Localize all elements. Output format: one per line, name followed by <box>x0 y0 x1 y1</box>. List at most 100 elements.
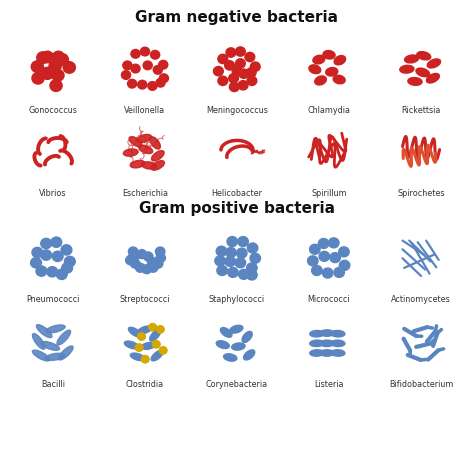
Circle shape <box>143 61 152 70</box>
Circle shape <box>149 324 156 331</box>
Text: Corynebacteria: Corynebacteria <box>206 380 268 389</box>
Circle shape <box>41 67 54 79</box>
Ellipse shape <box>129 137 142 146</box>
Circle shape <box>319 251 329 261</box>
Ellipse shape <box>151 350 163 361</box>
Circle shape <box>228 267 238 277</box>
Ellipse shape <box>57 330 71 345</box>
Circle shape <box>159 60 168 69</box>
Circle shape <box>52 251 63 262</box>
Circle shape <box>140 47 149 56</box>
Circle shape <box>130 251 140 260</box>
Circle shape <box>36 52 49 64</box>
Ellipse shape <box>150 137 160 149</box>
Circle shape <box>334 267 345 277</box>
Ellipse shape <box>138 326 152 334</box>
Ellipse shape <box>128 327 141 337</box>
Circle shape <box>250 62 260 71</box>
Circle shape <box>159 346 167 354</box>
Circle shape <box>245 52 255 62</box>
Circle shape <box>31 258 41 268</box>
Ellipse shape <box>123 149 138 156</box>
Text: Spirochetes: Spirochetes <box>397 189 445 198</box>
Ellipse shape <box>230 325 243 333</box>
Ellipse shape <box>331 340 345 346</box>
Circle shape <box>328 238 339 248</box>
Ellipse shape <box>320 350 334 356</box>
Circle shape <box>52 51 64 63</box>
Ellipse shape <box>152 151 164 161</box>
Circle shape <box>47 266 58 277</box>
Text: Gram negative bacteria: Gram negative bacteria <box>136 10 338 25</box>
Circle shape <box>121 71 131 79</box>
Circle shape <box>137 333 146 340</box>
Text: Helicobacter: Helicobacter <box>211 189 263 198</box>
Ellipse shape <box>323 51 335 59</box>
Circle shape <box>36 266 47 276</box>
Circle shape <box>153 65 163 74</box>
Circle shape <box>226 247 236 257</box>
Circle shape <box>137 80 147 89</box>
Circle shape <box>41 68 54 79</box>
Text: Staphylococci: Staphylococci <box>209 295 265 304</box>
Ellipse shape <box>36 325 52 337</box>
Ellipse shape <box>400 65 414 73</box>
Text: Gonococcus: Gonococcus <box>28 106 77 115</box>
Circle shape <box>246 68 256 77</box>
Circle shape <box>56 54 68 65</box>
Ellipse shape <box>331 350 345 356</box>
Text: Actinomycetes: Actinomycetes <box>391 295 451 304</box>
Ellipse shape <box>138 145 153 154</box>
Ellipse shape <box>137 135 152 143</box>
Circle shape <box>137 250 146 259</box>
Ellipse shape <box>220 328 232 337</box>
Circle shape <box>235 258 246 268</box>
Text: Listeria: Listeria <box>314 380 344 389</box>
Ellipse shape <box>130 353 145 361</box>
Circle shape <box>322 268 333 278</box>
Circle shape <box>51 237 62 247</box>
Ellipse shape <box>58 346 73 360</box>
Circle shape <box>156 253 165 262</box>
Circle shape <box>148 82 157 90</box>
Circle shape <box>56 269 67 280</box>
Circle shape <box>229 73 238 83</box>
Circle shape <box>52 70 64 81</box>
Ellipse shape <box>416 68 429 77</box>
Circle shape <box>236 59 245 68</box>
Circle shape <box>238 269 249 279</box>
Ellipse shape <box>216 341 229 348</box>
Text: Clostridia: Clostridia <box>126 380 164 389</box>
Circle shape <box>156 326 164 333</box>
Circle shape <box>148 263 158 272</box>
Ellipse shape <box>151 161 164 170</box>
Text: Streptococci: Streptococci <box>120 295 170 304</box>
Circle shape <box>330 253 340 263</box>
Circle shape <box>238 81 248 90</box>
Circle shape <box>225 61 235 70</box>
Ellipse shape <box>417 52 431 60</box>
Circle shape <box>239 69 249 78</box>
Circle shape <box>229 82 239 91</box>
Circle shape <box>311 265 322 275</box>
Text: Spirillum: Spirillum <box>311 189 347 198</box>
Ellipse shape <box>320 340 334 346</box>
Circle shape <box>136 263 145 272</box>
Text: Vibrios: Vibrios <box>39 189 67 198</box>
Circle shape <box>49 60 61 72</box>
Circle shape <box>236 47 245 56</box>
Circle shape <box>131 49 140 58</box>
Text: Meningococcus: Meningococcus <box>206 106 268 115</box>
Circle shape <box>135 344 143 351</box>
Circle shape <box>225 256 236 266</box>
Circle shape <box>50 80 62 91</box>
Circle shape <box>319 238 329 248</box>
Circle shape <box>213 66 223 76</box>
Circle shape <box>154 259 163 268</box>
Ellipse shape <box>124 341 138 349</box>
Circle shape <box>130 259 140 268</box>
Text: Escherichia: Escherichia <box>122 189 168 198</box>
Ellipse shape <box>32 350 50 361</box>
Circle shape <box>310 244 320 254</box>
Circle shape <box>237 248 247 258</box>
